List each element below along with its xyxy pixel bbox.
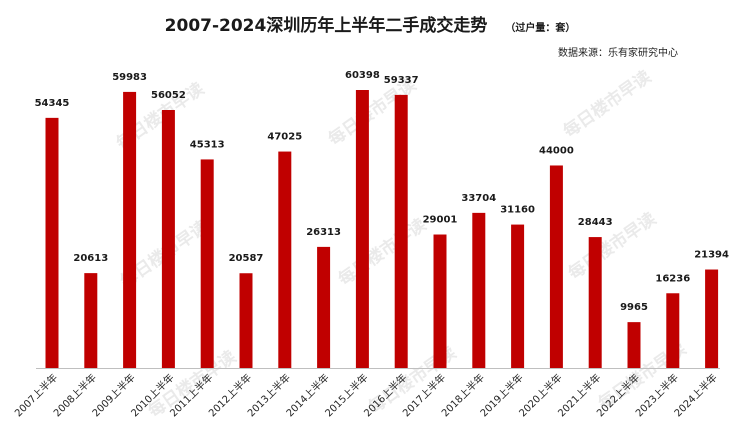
data-label: 56052 — [151, 90, 186, 101]
bar — [588, 237, 602, 368]
data-label: 47025 — [267, 132, 302, 143]
bar — [549, 165, 563, 368]
data-label: 28443 — [578, 217, 613, 228]
bar — [239, 273, 253, 368]
data-label: 16236 — [655, 273, 690, 284]
bar — [394, 94, 408, 368]
data-label: 45313 — [190, 139, 225, 150]
bar — [161, 110, 175, 368]
chart-title: 2007-2024深圳历年上半年二手成交走势 （过户量：套） — [0, 11, 740, 36]
data-label: 33704 — [461, 193, 496, 204]
bar — [45, 117, 59, 369]
bar — [200, 159, 214, 368]
bar — [511, 224, 525, 368]
data-label: 59337 — [384, 75, 419, 86]
data-label: 60398 — [345, 70, 380, 81]
data-label: 20613 — [73, 253, 108, 264]
chart-title-text: 2007-2024深圳历年上半年二手成交走势 — [164, 16, 488, 36]
data-label: 20587 — [229, 253, 264, 264]
data-label: 44000 — [539, 145, 574, 156]
data-label: 26313 — [306, 227, 341, 238]
data-label: 31160 — [500, 205, 535, 216]
bar — [627, 322, 641, 368]
data-label: 21394 — [694, 250, 729, 261]
bar — [123, 91, 137, 369]
bar — [666, 293, 680, 368]
data-label: 59983 — [112, 72, 147, 83]
unit-label: （过户量：套） — [505, 23, 576, 34]
data-source: 数据来源：乐有家研究中心 — [558, 48, 678, 59]
bar — [705, 269, 719, 368]
data-label: 9965 — [620, 302, 648, 313]
data-label: 54345 — [35, 98, 70, 109]
bar — [317, 246, 331, 368]
bar — [84, 273, 98, 368]
data-label: 29001 — [423, 215, 458, 226]
bar — [433, 234, 447, 368]
bar — [472, 212, 486, 368]
bar — [278, 151, 292, 368]
bar — [355, 90, 369, 368]
